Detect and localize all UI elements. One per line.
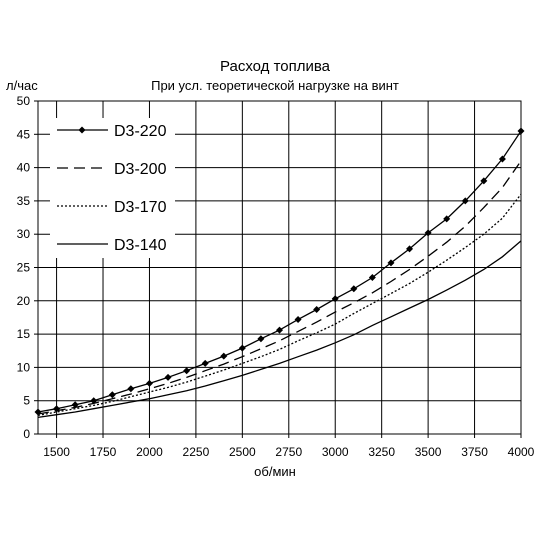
data-point-d3-220 (387, 259, 395, 267)
series-line-d3-170 (37, 193, 522, 417)
data-point-d3-220 (461, 197, 469, 205)
y-tick-label: 15 (17, 327, 31, 341)
data-point-d3-220 (294, 315, 302, 323)
y-axis-ticks: 0 5 10 15 20 25 30 35 40 45 50 (17, 94, 38, 441)
x-axis-ticks: 1500 1750 2000 2250 2500 2750 3000 3250 3500 3750… (43, 434, 535, 459)
y-tick-label: 35 (17, 194, 31, 208)
x-tick-label: 3750 (461, 445, 488, 459)
y-tick-label: 10 (17, 360, 31, 374)
x-tick-label: 2000 (136, 445, 163, 459)
y-tick-label: 25 (17, 261, 31, 275)
legend: D3-220 D3-200 D3-170 D3-140 (50, 118, 175, 258)
y-tick-label: 50 (17, 94, 31, 108)
chart-title: Расход топлива (219, 58, 331, 75)
data-point-d3-220 (276, 326, 283, 334)
y-tick-label: 5 (23, 394, 30, 408)
data-point-d3-220 (164, 373, 172, 381)
data-point-d3-220 (331, 295, 339, 303)
y-axis-label: л/час (6, 78, 38, 93)
x-tick-label: 2250 (183, 445, 210, 459)
series-line-d3-140 (37, 240, 522, 419)
x-tick-label: 3500 (415, 445, 442, 459)
data-point-d3-220 (201, 359, 209, 367)
legend-label: D3-220 (114, 123, 167, 140)
x-axis-label: об/мин (254, 464, 296, 479)
legend-label: D3-140 (114, 237, 167, 254)
data-point-d3-220 (313, 305, 321, 313)
data-point-d3-220 (145, 379, 153, 387)
x-tick-label: 4000 (508, 445, 535, 459)
data-point-d3-220 (238, 344, 246, 352)
y-tick-label: 30 (17, 227, 31, 241)
data-point-d3-220 (108, 391, 116, 399)
legend-label: D3-200 (114, 161, 167, 178)
data-point-d3-220 (220, 352, 228, 360)
data-point-d3-220 (183, 367, 191, 375)
x-tick-label: 3250 (368, 445, 395, 459)
data-point-d3-220 (406, 245, 414, 253)
data-point-d3-220 (350, 285, 358, 293)
data-point-d3-220 (257, 335, 265, 343)
x-tick-label: 1500 (43, 445, 70, 459)
x-tick-label: 2750 (275, 445, 302, 459)
x-tick-label: 3000 (322, 445, 349, 459)
plot-frame (37, 100, 522, 435)
data-point-d3-220 (127, 385, 135, 393)
series-lines (34, 127, 525, 419)
legend-marker (78, 126, 86, 134)
y-tick-label: 40 (17, 161, 31, 175)
y-tick-label: 45 (17, 127, 31, 141)
legend-label: D3-170 (114, 199, 167, 216)
x-tick-label: 2500 (229, 445, 256, 459)
chart-subtitle: При усл. теоретической нагрузке на винт (151, 78, 399, 93)
data-point-d3-220 (480, 177, 488, 185)
y-tick-label: 0 (23, 427, 30, 441)
x-tick-label: 1750 (90, 445, 117, 459)
data-point-d3-220 (443, 215, 451, 223)
data-point-d3-220 (368, 273, 376, 281)
data-point-d3-220 (498, 155, 506, 163)
y-tick-label: 20 (17, 294, 31, 308)
legend-background (50, 118, 175, 258)
data-point-d3-220 (424, 229, 432, 237)
